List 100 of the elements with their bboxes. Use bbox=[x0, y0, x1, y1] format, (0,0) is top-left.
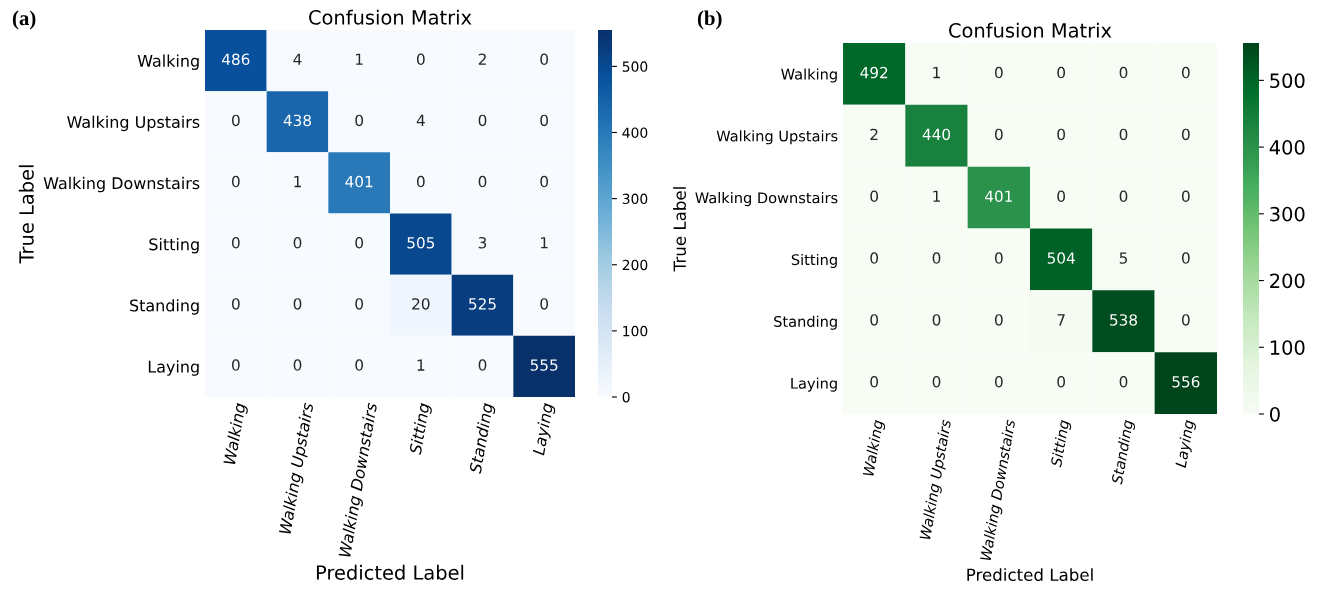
x-tick-label: Standing bbox=[468, 402, 497, 475]
data-label: 0 bbox=[540, 175, 549, 188]
color-bar-label: 500 bbox=[1270, 73, 1305, 89]
text: (b) bbox=[697, 10, 722, 30]
x-tick-label: Laying bbox=[1174, 419, 1197, 469]
color-bar-label: 200 bbox=[622, 259, 648, 271]
data-label: 0 bbox=[416, 175, 425, 188]
data-label: 1 bbox=[417, 359, 425, 371]
data-label: 0 bbox=[1119, 190, 1128, 203]
data-label: 0 bbox=[231, 175, 240, 188]
data-label: 2 bbox=[478, 53, 486, 65]
data-label: 0 bbox=[478, 114, 487, 127]
data-label: 0 bbox=[1181, 252, 1190, 264]
data-label: 401 bbox=[985, 190, 1012, 203]
color-bar-label: 400 bbox=[622, 127, 648, 138]
x-tick-label: Walking Upstairs bbox=[919, 419, 954, 541]
y-tick-label: Laying bbox=[791, 377, 837, 392]
data-label: 0 bbox=[994, 66, 1003, 79]
y-axis-title: True Label bbox=[673, 187, 687, 272]
data-label: 555 bbox=[530, 359, 558, 371]
data-label: 0 bbox=[1057, 128, 1066, 141]
data-label: 401 bbox=[345, 175, 373, 188]
color-bar-label: 100 bbox=[1270, 340, 1305, 355]
y-tick-label: Walking Downstairs bbox=[695, 192, 838, 207]
text: (a) bbox=[12, 10, 36, 30]
data-label: 0 bbox=[355, 298, 364, 310]
data-label: 0 bbox=[1119, 66, 1128, 79]
data-label: 0 bbox=[355, 114, 364, 127]
data-label: 0 bbox=[870, 190, 879, 203]
color-bar-label: 500 bbox=[622, 61, 648, 72]
color-bar-label: 0 bbox=[1270, 406, 1280, 422]
data-label: 556 bbox=[1172, 375, 1200, 388]
data-label: 504 bbox=[1047, 252, 1075, 264]
data-label: 1 bbox=[540, 237, 548, 249]
data-label: 525 bbox=[469, 298, 496, 310]
data-label: 0 bbox=[478, 175, 487, 188]
data-label: 0 bbox=[1057, 190, 1066, 203]
x-tick-label: Walking bbox=[223, 402, 249, 466]
x-tick-label: Standing bbox=[1110, 419, 1136, 486]
chart-title: Confusion Matrix bbox=[949, 22, 1112, 38]
y-tick-label: Laying bbox=[148, 360, 199, 376]
data-label: 0 bbox=[870, 314, 879, 326]
data-label: 4 bbox=[416, 114, 425, 126]
color-bar-label: 100 bbox=[623, 325, 648, 337]
data-label: 505 bbox=[407, 236, 435, 249]
data-label: 0 bbox=[231, 114, 240, 127]
data-label: 0 bbox=[932, 314, 941, 326]
data-label: 0 bbox=[1181, 190, 1190, 203]
data-label: 0 bbox=[416, 53, 425, 66]
data-label: 7 bbox=[1057, 314, 1065, 326]
y-axis-title: True Label bbox=[18, 165, 34, 264]
data-label: 0 bbox=[994, 314, 1003, 326]
data-label: 5 bbox=[1119, 252, 1128, 264]
y-tick-label: Sitting bbox=[791, 253, 837, 268]
y-tick-label: Walking Downstairs bbox=[43, 176, 200, 193]
data-label: 0 bbox=[1119, 128, 1128, 141]
data-label: 3 bbox=[478, 236, 487, 249]
y-tick-label: Walking bbox=[137, 54, 199, 70]
data-label: 0 bbox=[231, 236, 240, 249]
data-label: 0 bbox=[293, 359, 302, 371]
x-tick-label: Walking Downstairs bbox=[338, 402, 381, 558]
color-bar-label: 300 bbox=[622, 193, 648, 205]
data-label: 0 bbox=[540, 53, 549, 66]
color-bar-label: 0 bbox=[622, 391, 630, 403]
data-label: 0 bbox=[231, 298, 240, 310]
data-label: 2 bbox=[870, 128, 878, 140]
x-axis-title: Predicted Label bbox=[316, 564, 464, 580]
data-label: 0 bbox=[932, 375, 941, 388]
y-tick-label: Walking Upstairs bbox=[67, 115, 200, 132]
data-label: 1 bbox=[933, 190, 940, 202]
data-label: 440 bbox=[922, 128, 951, 141]
data-label: 0 bbox=[870, 252, 879, 264]
x-tick-label: Sitting bbox=[1050, 419, 1073, 468]
data-label: 0 bbox=[293, 236, 302, 249]
y-tick-label: Walking Upstairs bbox=[716, 130, 838, 145]
data-label: 1 bbox=[933, 66, 940, 79]
data-label: 0 bbox=[231, 359, 240, 371]
x-tick-label: Laying bbox=[532, 402, 557, 457]
chart-title: Confusion Matrix bbox=[309, 9, 472, 25]
data-label: 0 bbox=[355, 236, 364, 249]
data-label: 0 bbox=[1181, 66, 1190, 79]
data-label: 538 bbox=[1110, 314, 1138, 326]
y-tick-label: Standing bbox=[774, 315, 837, 330]
data-label: 20 bbox=[412, 298, 430, 310]
color-bar-label: 200 bbox=[1270, 273, 1305, 289]
color-bar-label: 300 bbox=[1270, 206, 1305, 222]
data-label: 0 bbox=[1119, 375, 1128, 388]
x-axis-title: Predicted Label bbox=[967, 568, 1093, 582]
data-label: 0 bbox=[1181, 314, 1190, 326]
x-tick-label: Walking Upstairs bbox=[278, 402, 317, 535]
data-label: 0 bbox=[994, 128, 1003, 141]
color-bar-label: 400 bbox=[1269, 140, 1305, 155]
data-label: 0 bbox=[932, 252, 941, 264]
x-tick-label: Walking bbox=[862, 419, 887, 477]
data-label: 492 bbox=[860, 66, 888, 79]
data-label: 0 bbox=[1057, 375, 1066, 388]
data-label: 0 bbox=[478, 359, 487, 371]
data-label: 0 bbox=[540, 114, 549, 127]
data-label: 0 bbox=[293, 298, 302, 310]
data-label: 1 bbox=[355, 53, 363, 65]
